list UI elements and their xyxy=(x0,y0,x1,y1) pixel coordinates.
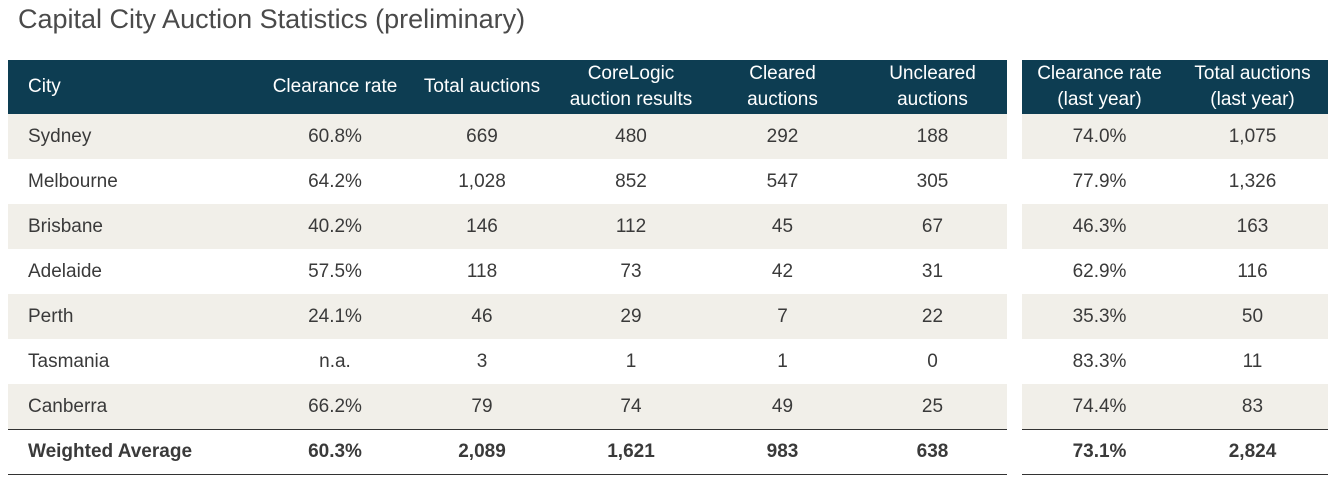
total-cell: 1,621 xyxy=(555,429,707,475)
table-cell: 49 xyxy=(707,384,858,430)
table-body: Sydney 60.8% 669 480 292 188 Melbourne 64.2% 1,0… xyxy=(8,114,1007,430)
column-header-cleared-auctions: Cleared auctions xyxy=(707,60,858,114)
total-row: Weighted Average 60.3% 2,089 1,621 983 638 xyxy=(8,429,1007,475)
table-cell: 305 xyxy=(858,159,1007,204)
column-header-clearance-rate-last-year: Clearance rate (last year) xyxy=(1022,60,1177,114)
table-cell: 188 xyxy=(858,114,1007,159)
table-cell: 22 xyxy=(858,294,1007,339)
table-cell: 1,028 xyxy=(409,159,555,204)
table-cell: 7 xyxy=(707,294,858,339)
table-cell: 74 xyxy=(555,384,707,430)
table-cell: 66.2% xyxy=(261,384,409,430)
city-name: Sydney xyxy=(8,114,261,159)
table-cell: 64.2% xyxy=(261,159,409,204)
table-cell: 83.3% xyxy=(1022,339,1177,384)
column-header-city: City xyxy=(8,60,261,114)
city-name: Tasmania xyxy=(8,339,261,384)
table-cell: 62.9% xyxy=(1022,249,1177,294)
city-name: Melbourne xyxy=(8,159,261,204)
table-body: 74.0% 1,075 77.9% 1,326 46.3% 163 62.9% 116 35.3… xyxy=(1022,114,1328,430)
table-cell: 24.1% xyxy=(261,294,409,339)
table-header: City Clearance rate Total auctions CoreLogi… xyxy=(8,60,1007,114)
table-cell: 60.8% xyxy=(261,114,409,159)
last-year-table: Clearance rate (last year) Total auctions(… xyxy=(1022,60,1328,475)
table-row: 83.3% 11 xyxy=(1022,339,1328,384)
column-header-clearance-rate: Clearance rate xyxy=(261,60,409,114)
total-cell: 2,089 xyxy=(409,429,555,475)
table-cell: 83 xyxy=(1177,384,1328,430)
table-cell: 163 xyxy=(1177,204,1328,249)
total-cell: 73.1% xyxy=(1022,429,1177,475)
table-cell: 480 xyxy=(555,114,707,159)
column-header-uncleared-auctions: Uncleared auctions xyxy=(858,60,1007,114)
table-row: Sydney 60.8% 669 480 292 188 xyxy=(8,114,1007,159)
table-row: Melbourne 64.2% 1,028 852 547 305 xyxy=(8,159,1007,204)
table-row: Perth 24.1% 46 29 7 22 xyxy=(8,294,1007,339)
table-cell: 45 xyxy=(707,204,858,249)
table-cell: 118 xyxy=(409,249,555,294)
total-cell: 2,824 xyxy=(1177,429,1328,475)
table-cell: 0 xyxy=(858,339,1007,384)
table-cell: 57.5% xyxy=(261,249,409,294)
table-cell: 292 xyxy=(707,114,858,159)
table-cell: 11 xyxy=(1177,339,1328,384)
table-cell: 1,326 xyxy=(1177,159,1328,204)
header-row: City Clearance rate Total auctions CoreLogi… xyxy=(8,60,1007,114)
table-cell: 3 xyxy=(409,339,555,384)
table-cell: 116 xyxy=(1177,249,1328,294)
table-cell: n.a. xyxy=(261,339,409,384)
table-cell: 42 xyxy=(707,249,858,294)
table-cell: 1 xyxy=(707,339,858,384)
table-cell: 67 xyxy=(858,204,1007,249)
table-cell: 31 xyxy=(858,249,1007,294)
table-cell: 79 xyxy=(409,384,555,430)
table-cell: 73 xyxy=(555,249,707,294)
table-row: 74.0% 1,075 xyxy=(1022,114,1328,159)
table-row: Tasmania n.a. 3 1 1 0 xyxy=(8,339,1007,384)
total-cell: 983 xyxy=(707,429,858,475)
table-row: Adelaide 57.5% 118 73 42 31 xyxy=(8,249,1007,294)
table-cell: 35.3% xyxy=(1022,294,1177,339)
table-footer: Weighted Average 60.3% 2,089 1,621 983 638 xyxy=(8,429,1007,475)
table-cell: 29 xyxy=(555,294,707,339)
table-row: 62.9% 116 xyxy=(1022,249,1328,294)
table-cell: 669 xyxy=(409,114,555,159)
city-name: Perth xyxy=(8,294,261,339)
auction-statistics-table: City Clearance rate Total auctions CoreLogi… xyxy=(8,60,1007,475)
page-title: Capital City Auction Statistics (prelimi… xyxy=(18,4,526,34)
table-cell: 77.9% xyxy=(1022,159,1177,204)
total-cell: 60.3% xyxy=(261,429,409,475)
table-cell: 46.3% xyxy=(1022,204,1177,249)
table-cell: 50 xyxy=(1177,294,1328,339)
table-row: 74.4% 83 xyxy=(1022,384,1328,430)
city-name: Brisbane xyxy=(8,204,261,249)
table-cell: 74.4% xyxy=(1022,384,1177,430)
table-cell: 46 xyxy=(409,294,555,339)
table-row: 35.3% 50 xyxy=(1022,294,1328,339)
table-row: 77.9% 1,326 xyxy=(1022,159,1328,204)
table-cell: 74.0% xyxy=(1022,114,1177,159)
city-name: Adelaide xyxy=(8,249,261,294)
column-header-total-auctions: Total auctions xyxy=(409,60,555,114)
city-name: Canberra xyxy=(8,384,261,430)
table-cell: 547 xyxy=(707,159,858,204)
table-row: 46.3% 163 xyxy=(1022,204,1328,249)
column-header-total-auctions-last-year: Total auctions (last year) xyxy=(1177,60,1328,114)
table-header: Clearance rate (last year) Total auctions(… xyxy=(1022,60,1328,114)
total-label: Weighted Average xyxy=(8,429,261,475)
total-row: 73.1% 2,824 xyxy=(1022,429,1328,475)
table-cell: 25 xyxy=(858,384,1007,430)
table-cell: 1,075 xyxy=(1177,114,1328,159)
table-row: Canberra 66.2% 79 74 49 25 xyxy=(8,384,1007,430)
table-cell: 146 xyxy=(409,204,555,249)
table-cell: 1 xyxy=(555,339,707,384)
header-row: Clearance rate (last year) Total auctions(… xyxy=(1022,60,1328,114)
table-row: Brisbane 40.2% 146 112 45 67 xyxy=(8,204,1007,249)
table-cell: 112 xyxy=(555,204,707,249)
total-cell: 638 xyxy=(858,429,1007,475)
column-header-corelogic-auction-results: CoreLogic auction results xyxy=(555,60,707,114)
table-footer: 73.1% 2,824 xyxy=(1022,429,1328,475)
table-cell: 40.2% xyxy=(261,204,409,249)
table-cell: 852 xyxy=(555,159,707,204)
